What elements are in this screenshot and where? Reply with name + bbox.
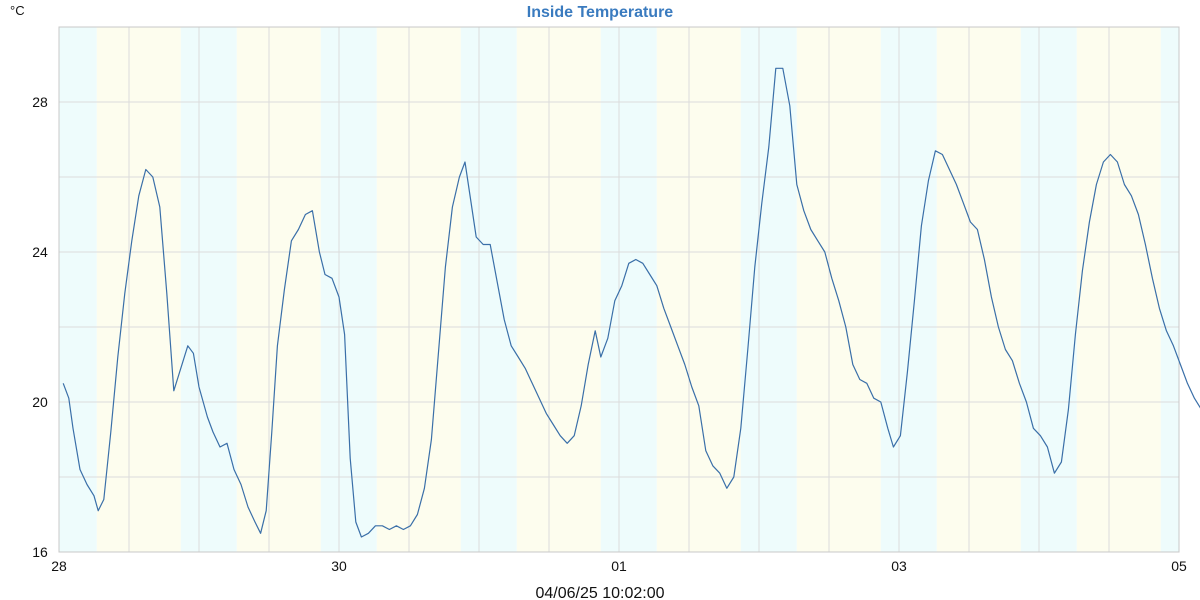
series-line-0 bbox=[62, 67, 1200, 538]
x-tick-label: 01 bbox=[611, 558, 627, 574]
y-tick-label: 20 bbox=[32, 394, 48, 410]
night-band-10 bbox=[740, 27, 797, 552]
y-axis-unit-label: °C bbox=[10, 3, 25, 18]
day-night-bands bbox=[59, 27, 1179, 552]
x-tick-label: 30 bbox=[331, 558, 347, 574]
day-band-9 bbox=[656, 27, 741, 552]
day-band-7 bbox=[516, 27, 601, 552]
y-axis-ticks: 16 20 24 28 bbox=[32, 94, 48, 560]
night-band-2 bbox=[180, 27, 237, 552]
chart-title: Inside Temperature bbox=[527, 4, 674, 21]
y-tick-label: 24 bbox=[32, 244, 48, 260]
day-band-11 bbox=[796, 27, 881, 552]
series-group bbox=[62, 67, 1200, 538]
night-band-14 bbox=[1020, 27, 1077, 552]
night-band-6 bbox=[460, 27, 517, 552]
x-tick-label: 05 bbox=[1171, 558, 1187, 574]
day-band-13 bbox=[936, 27, 1021, 552]
x-tick-label: 03 bbox=[891, 558, 907, 574]
day-band-3 bbox=[236, 27, 321, 552]
x-tick-label: 28 bbox=[51, 558, 67, 574]
night-band-4 bbox=[320, 27, 377, 552]
plot-frame bbox=[58, 26, 1180, 553]
day-band-15 bbox=[1076, 27, 1161, 552]
night-band-8 bbox=[600, 27, 657, 552]
x-axis-ticks: 28 30 01 03 05 bbox=[51, 558, 1187, 574]
day-band-5 bbox=[376, 27, 461, 552]
night-band-16 bbox=[1160, 27, 1179, 552]
timestamp-label: 04/06/25 10:02:00 bbox=[535, 585, 664, 600]
day-band-1 bbox=[96, 27, 181, 552]
y-tick-label: 16 bbox=[32, 544, 48, 560]
y-tick-label: 28 bbox=[32, 94, 48, 110]
night-band-12 bbox=[880, 27, 937, 552]
night-band-0 bbox=[59, 27, 97, 552]
